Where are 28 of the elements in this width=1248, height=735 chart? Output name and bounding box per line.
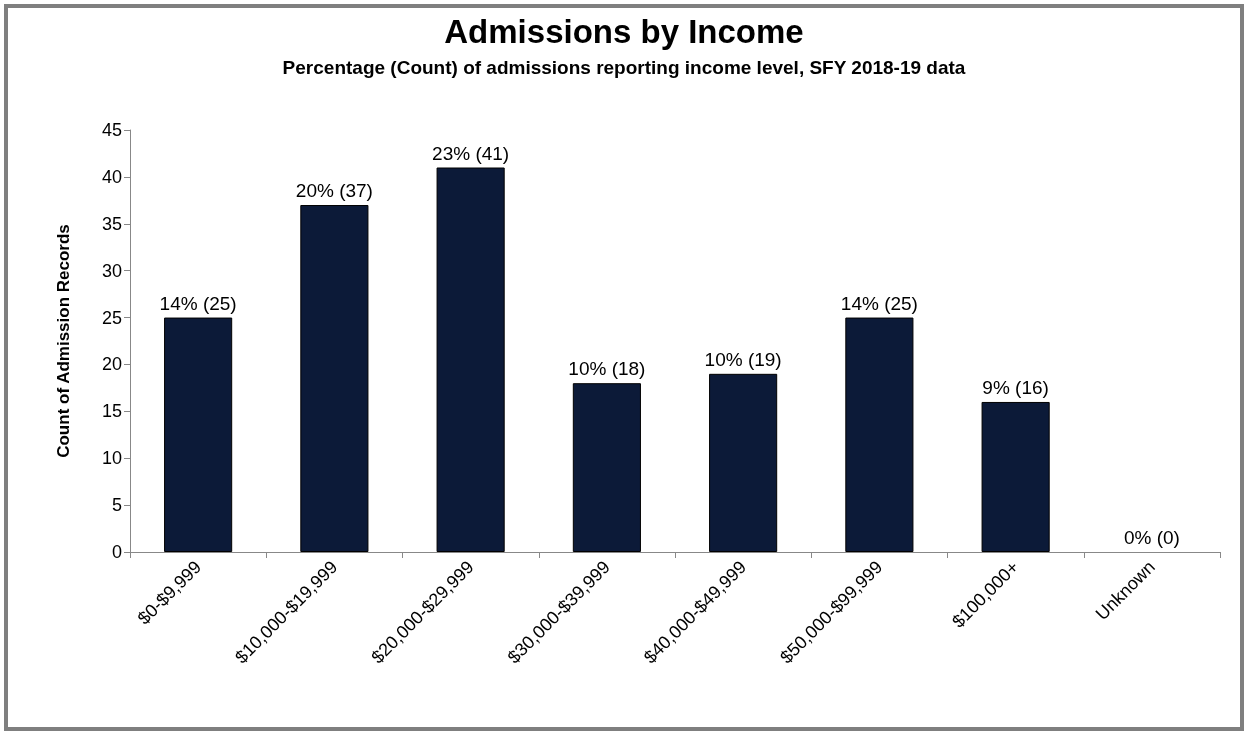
y-tick-label: 10 bbox=[101, 448, 122, 469]
y-tick-label: 15 bbox=[101, 401, 122, 422]
data-label: 23% (41) bbox=[432, 142, 510, 164]
data-label: 10% (19) bbox=[704, 348, 782, 370]
y-tick-label: 20 bbox=[101, 354, 122, 375]
y-tick-label: 5 bbox=[111, 495, 122, 516]
bar bbox=[845, 317, 914, 552]
y-axis-title: Count of Admission Records bbox=[54, 224, 73, 458]
data-label: 20% (37) bbox=[295, 180, 373, 202]
bar bbox=[981, 401, 1050, 552]
bar bbox=[572, 383, 641, 552]
chart-subtitle: Percentage (Count) of admissions reporting income level, SFY 2018-19 data bbox=[282, 57, 966, 78]
bar bbox=[436, 167, 505, 552]
data-label: 10% (18) bbox=[568, 358, 646, 380]
y-tick-label: 45 bbox=[101, 120, 122, 140]
data-label: 0% (0) bbox=[1123, 527, 1180, 548]
bar bbox=[300, 205, 369, 552]
y-tick-label: 30 bbox=[101, 260, 122, 281]
bar bbox=[709, 373, 778, 552]
data-label: 14% (25) bbox=[840, 292, 918, 314]
y-tick-label: 40 bbox=[101, 166, 122, 187]
chart-title: Admissions by Income bbox=[444, 13, 804, 50]
y-tick-label: 0 bbox=[111, 542, 122, 562]
data-label: 9% (16) bbox=[982, 376, 1049, 398]
y-tick-label: 25 bbox=[101, 307, 122, 328]
y-tick-label: 35 bbox=[101, 213, 122, 234]
bar bbox=[164, 317, 233, 552]
data-label: 14% (25) bbox=[159, 292, 237, 314]
